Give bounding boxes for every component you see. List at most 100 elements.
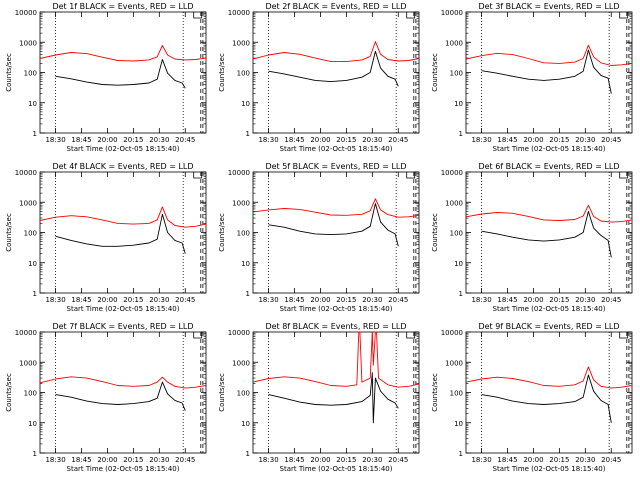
- interval-bracket-marker: [193, 12, 203, 19]
- y-tick-label: 1000: [445, 359, 463, 367]
- y-tick-label: 1000: [232, 39, 250, 47]
- chart-title: Det 8f BLACK = Events, RED = LLD: [265, 322, 406, 331]
- y-tick-label: 10: [28, 420, 37, 428]
- chart-title: Det 3f BLACK = Events, RED = LLD: [478, 2, 619, 11]
- y-tick-label: 10000: [228, 329, 250, 337]
- x-tick-label: 18:30: [471, 296, 491, 304]
- x-axis-label: Start Time (02-Oct-05 18:15:40): [280, 145, 393, 153]
- x-tick-label: 18:30: [471, 136, 491, 144]
- plot-frame: [39, 171, 207, 294]
- y-tick-label: 100: [24, 390, 37, 398]
- x-tick-label: 20:30: [362, 456, 382, 464]
- y-tick-label: 1000: [445, 39, 463, 47]
- x-tick-label: 20:30: [575, 456, 595, 464]
- series-line-lld: [465, 204, 633, 223]
- x-tick-label: 18:30: [45, 296, 65, 304]
- y-tick-label: 1: [459, 450, 463, 458]
- y-tick-label: 100: [24, 70, 37, 78]
- x-tick-label: 20:30: [362, 296, 382, 304]
- y-tick-label: 1: [33, 130, 37, 138]
- y-tick-label: 1: [246, 450, 250, 458]
- x-tick-label: 18:45: [71, 296, 91, 304]
- y-axis-label: Counts/sec: [218, 53, 226, 92]
- x-axis-label: Start Time (02-Oct-05 18:15:40): [493, 305, 606, 313]
- plot-frame: [465, 331, 633, 454]
- y-tick-label: 100: [450, 70, 463, 78]
- y-tick-label: 1: [246, 130, 250, 138]
- x-tick-label: 20:00: [523, 296, 543, 304]
- y-tick-label: 100: [237, 390, 250, 398]
- interval-bracket-marker: [193, 172, 203, 179]
- series-line-lld: [252, 41, 420, 63]
- x-axis-label: Start Time (02-Oct-05 18:15:40): [280, 305, 393, 313]
- y-axis-label: Counts/sec: [218, 213, 226, 252]
- x-tick-label: 18:45: [284, 296, 304, 304]
- detector-panel: Det 3f BLACK = Events, RED = LLD 1 10 100 10…: [431, 2, 633, 153]
- x-tick-label: 18:45: [497, 456, 517, 464]
- plot-frame: [252, 331, 420, 454]
- series-line-lld: [252, 331, 420, 388]
- series-line-events: [55, 59, 186, 89]
- y-tick-label: 10000: [441, 9, 463, 17]
- x-tick-label: 18:45: [284, 456, 304, 464]
- y-tick-label: 1: [33, 290, 37, 298]
- x-tick-label: 20:15: [123, 456, 143, 464]
- detector-panel: Det 8f BLACK = Events, RED = LLD 1 10 100 10…: [218, 322, 420, 473]
- chart-title: Det 4f BLACK = Events, RED = LLD: [52, 162, 193, 171]
- y-tick-label: 1000: [19, 199, 37, 207]
- y-tick-label: 10000: [228, 169, 250, 177]
- interval-bracket-marker: [406, 332, 416, 339]
- interval-bracket-marker: [619, 12, 629, 19]
- y-axis-label: Counts/sec: [218, 373, 226, 412]
- interval-bracket-marker: [406, 172, 416, 179]
- x-tick-label: 20:30: [149, 136, 169, 144]
- x-tick-label: 20:30: [575, 136, 595, 144]
- series-line-lld: [39, 206, 207, 228]
- series-line-events: [481, 49, 612, 94]
- chart-title: Det 6f BLACK = Events, RED = LLD: [478, 162, 619, 171]
- y-tick-label: 100: [237, 230, 250, 238]
- series-line-lld: [465, 366, 633, 389]
- x-tick-label: 20:00: [97, 456, 117, 464]
- y-axis-label: Counts/sec: [431, 373, 439, 412]
- x-tick-label: 20:45: [175, 456, 195, 464]
- y-tick-label: 10000: [15, 169, 37, 177]
- x-tick-label: 18:30: [258, 136, 278, 144]
- x-tick-label: 18:30: [45, 456, 65, 464]
- series-line-events: [268, 372, 399, 424]
- y-axis-label: Counts/sec: [431, 213, 439, 252]
- series-line-lld: [39, 45, 207, 62]
- y-axis-label: Counts/sec: [5, 373, 13, 412]
- series-line-events: [268, 50, 399, 87]
- x-axis-label: Start Time (02-Oct-05 18:15:40): [67, 465, 180, 473]
- chart-title: Det 7f BLACK = Events, RED = LLD: [52, 322, 193, 331]
- y-tick-label: 100: [24, 230, 37, 238]
- x-tick-label: 20:30: [575, 296, 595, 304]
- y-tick-label: 100: [450, 230, 463, 238]
- y-tick-label: 10: [241, 100, 250, 108]
- x-tick-label: 20:15: [336, 136, 356, 144]
- x-tick-label: 18:30: [45, 136, 65, 144]
- y-tick-label: 10: [28, 100, 37, 108]
- x-axis-label: Start Time (02-Oct-05 18:15:40): [67, 305, 180, 313]
- y-tick-label: 10000: [228, 9, 250, 17]
- x-tick-label: 18:45: [284, 136, 304, 144]
- series-line-lld: [465, 44, 633, 66]
- x-tick-label: 20:30: [149, 456, 169, 464]
- x-tick-label: 20:45: [175, 136, 195, 144]
- x-tick-label: 20:45: [175, 296, 195, 304]
- x-axis-label: Start Time (02-Oct-05 18:15:40): [493, 465, 606, 473]
- y-axis-label: Counts/sec: [5, 53, 13, 92]
- x-tick-label: 20:15: [123, 296, 143, 304]
- detector-panel: Det 2f BLACK = Events, RED = LLD 1 10 100 10…: [218, 2, 420, 153]
- plot-frame: [39, 11, 207, 134]
- y-tick-label: 10000: [15, 329, 37, 337]
- y-tick-label: 1000: [19, 39, 37, 47]
- y-tick-label: 1000: [232, 199, 250, 207]
- y-tick-label: 10: [454, 420, 463, 428]
- x-tick-label: 20:15: [123, 136, 143, 144]
- x-tick-label: 20:45: [601, 136, 621, 144]
- x-tick-label: 20:45: [388, 456, 408, 464]
- x-tick-label: 20:45: [388, 296, 408, 304]
